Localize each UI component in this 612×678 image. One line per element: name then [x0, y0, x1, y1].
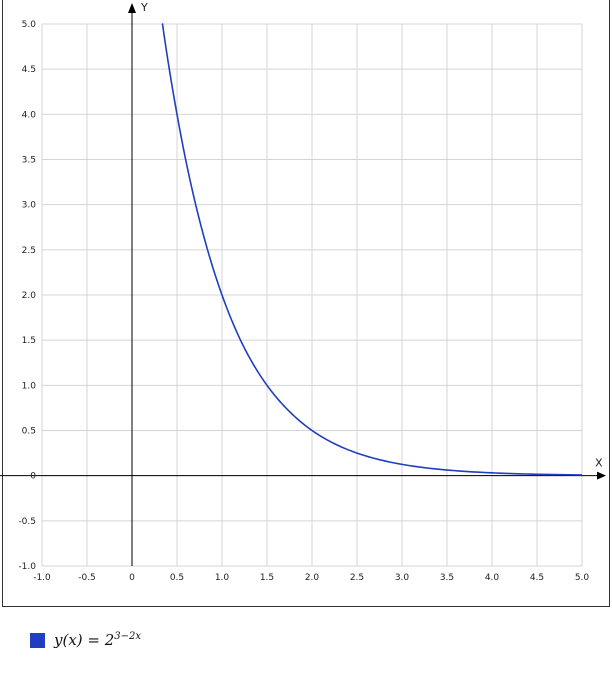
x-tick-label: 2.5: [350, 573, 364, 583]
plot-frame: [2, 0, 610, 607]
x-tick-label: 1.0: [215, 573, 230, 583]
x-tick-label: -0.5: [78, 573, 96, 583]
x-tick-label: 0.5: [170, 573, 184, 583]
x-tick-label: 4.0: [485, 573, 500, 583]
x-tick-label: -1.0: [33, 573, 51, 583]
y-tick-label: 0: [30, 472, 36, 482]
y-tick-label: 0.5: [22, 427, 36, 437]
curve-layer: [161, 23, 583, 476]
x-tick-label: 2.0: [305, 573, 320, 583]
function-chart: -1.0 -0.5 0 0.5 1.0 1.5 2.0 2.5 3.0 3.5 4.0 4.5 5.0 …: [0, 1, 606, 583]
legend-label-base: y(x) = 2: [54, 631, 115, 649]
x-axis-arrow-icon: [597, 471, 606, 480]
y-tick-label: 4.0: [22, 110, 37, 120]
y-axis-arrow-icon: [128, 3, 136, 13]
x-tick-label: 4.5: [530, 573, 544, 583]
y-tick-labels: 5.0 4.5 4.0 3.5 3.0 2.5 2.0 1.5 1.0 0.5 0 -0.5 -1.0: [18, 20, 36, 572]
y-tick-label: 3.0: [22, 201, 37, 211]
x-tick-labels: -1.0 -0.5 0 0.5 1.0 1.5 2.0 2.5 3.0 3.5 4.0 4.5 5.0: [33, 573, 589, 583]
y-tick-label: 2.0: [22, 291, 37, 301]
legend: y(x) = 23−2x: [30, 631, 141, 649]
y-axis-label: Y: [140, 1, 148, 14]
y-tick-label: -1.0: [18, 562, 36, 572]
y-tick-label: 2.5: [22, 246, 36, 256]
x-tick-label: 3.0: [395, 573, 410, 583]
legend-swatch: [30, 632, 45, 648]
y-tick-label: 4.5: [22, 65, 36, 75]
x-tick-label: 1.5: [260, 573, 274, 583]
legend-label-exponent: 3−2x: [114, 631, 142, 642]
series-line: [161, 23, 583, 476]
y-tick-label: 5.0: [22, 20, 37, 30]
axes: [0, 3, 606, 566]
x-tick-label: 5.0: [575, 573, 590, 583]
x-tick-label: 0: [129, 573, 135, 583]
y-tick-label: 1.0: [22, 381, 37, 391]
y-tick-label: -0.5: [18, 517, 36, 527]
y-tick-label: 3.5: [22, 156, 36, 166]
x-axis-label: X: [595, 457, 603, 470]
grid-lines: [41, 23, 583, 567]
legend-label: y(x) = 23−2x: [54, 631, 141, 649]
x-tick-label: 3.5: [440, 573, 454, 583]
y-tick-label: 1.5: [22, 336, 36, 346]
